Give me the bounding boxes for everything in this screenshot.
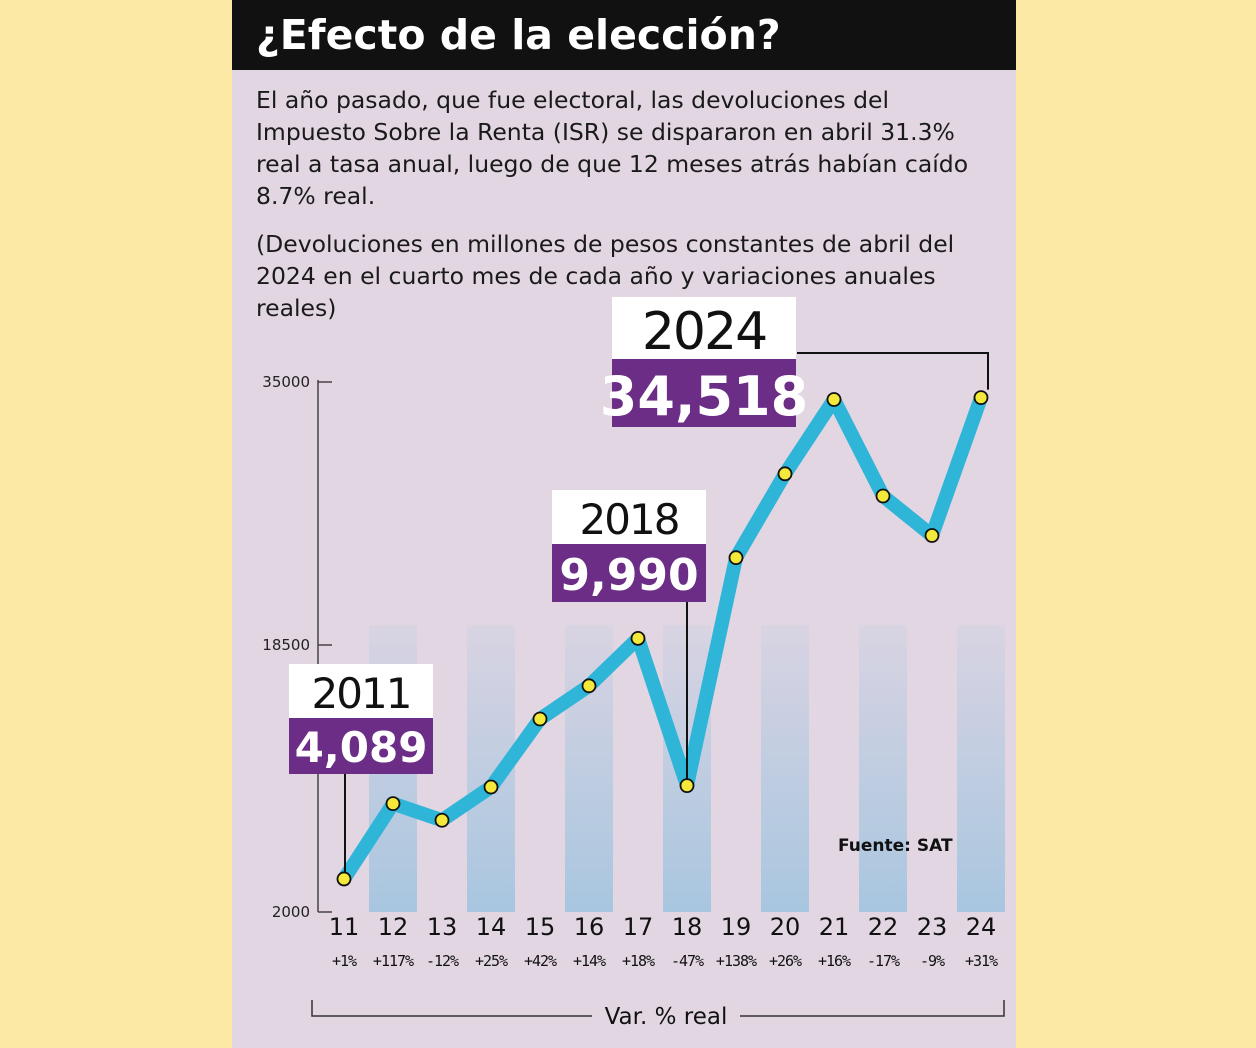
data-point — [973, 390, 989, 406]
annotation-value-box — [552, 544, 706, 602]
data-point — [924, 528, 940, 543]
data-point — [434, 812, 450, 828]
x-tick-label: 24 — [966, 913, 997, 941]
x-tick-label: 21 — [819, 913, 850, 941]
x-tick-label: 22 — [868, 913, 899, 941]
bracket-right — [740, 1000, 1005, 1017]
data-point — [581, 678, 597, 694]
x-axis-labels: 11 +1% 12 +117% 13 -12% 14 +25% 15 +42% 16 +14% 17 +1… — [329, 913, 999, 970]
column-band — [859, 625, 907, 912]
variation-label: +18% — [622, 952, 655, 970]
annotation-year: 2024 — [642, 302, 766, 362]
bracket-left — [311, 1000, 592, 1017]
annotation-value: 9,990 — [559, 550, 698, 601]
chart-description: (Devoluciones en millones de pesos const… — [256, 230, 955, 322]
annotation-connector — [797, 352, 989, 390]
variation-label: -47% — [671, 952, 704, 970]
series-markers — [336, 390, 989, 887]
x-tick-label: 17 — [623, 913, 654, 941]
source-note: Fuente: SAT — [838, 836, 953, 856]
x-axis-title-group: Var. % real — [311, 1000, 1005, 1030]
annotation-year-box — [552, 490, 706, 544]
variation-label: +138% — [716, 952, 757, 970]
annotation-value: 4,089 — [295, 723, 428, 772]
x-tick-label: 11 — [329, 913, 360, 941]
x-tick-label: 20 — [770, 913, 801, 941]
variation-label: +25% — [475, 952, 508, 970]
x-tick-label: 14 — [476, 913, 507, 941]
page-title: ¿Efecto de la elección? — [232, 0, 1016, 70]
column-bands — [369, 625, 1005, 912]
data-point — [336, 871, 352, 887]
data-point — [532, 711, 548, 727]
y-tick-label: 18500 — [262, 636, 310, 654]
variation-label: +42% — [524, 952, 557, 970]
x-tick-label: 19 — [721, 913, 752, 941]
variation-label: +31% — [965, 952, 998, 970]
data-point — [630, 630, 646, 646]
infographic-panel: ¿Efecto de la elección? El año pasado, q… — [232, 0, 1016, 1048]
intro-paragraph: El año pasado, que fue electoral, las de… — [256, 86, 969, 210]
annotation-year: 2011 — [312, 669, 411, 718]
variation-label: +26% — [769, 952, 802, 970]
x-tick-label: 16 — [574, 913, 605, 941]
annotation-value: 34,518 — [600, 365, 808, 428]
annotation-year-box — [289, 664, 433, 718]
variation-label: -9% — [920, 952, 945, 970]
data-point — [728, 550, 744, 566]
variation-label: -17% — [867, 952, 900, 970]
x-tick-label: 15 — [525, 913, 556, 941]
annotation-year-box — [612, 297, 796, 359]
data-point — [875, 488, 891, 504]
data-point — [679, 778, 695, 794]
y-axis: 35000 18500 2000 — [262, 373, 332, 921]
column-band — [761, 625, 809, 912]
y-tick-label: 35000 — [262, 373, 310, 391]
x-tick-label: 18 — [672, 913, 703, 941]
annotation-year: 2018 — [580, 495, 679, 544]
data-point — [483, 779, 499, 795]
y-tick-label: 2000 — [272, 903, 310, 921]
variation-label: +14% — [573, 952, 606, 970]
x-tick-label: 23 — [917, 913, 948, 941]
column-band — [957, 625, 1005, 912]
variation-label: -12% — [426, 952, 459, 970]
x-tick-label: 13 — [427, 913, 458, 941]
variation-label: +16% — [818, 952, 851, 970]
data-point — [777, 466, 793, 482]
series-line — [337, 390, 988, 886]
series-line-path — [337, 390, 988, 886]
variation-label: +117% — [373, 952, 414, 970]
data-point — [826, 392, 842, 407]
data-point — [385, 796, 401, 812]
variation-label: +1% — [332, 952, 357, 970]
annotation-value-box — [612, 359, 796, 427]
annotation-value-box — [289, 718, 433, 774]
x-tick-label: 12 — [378, 913, 409, 941]
x-axis-title: Var. % real — [605, 1004, 728, 1030]
